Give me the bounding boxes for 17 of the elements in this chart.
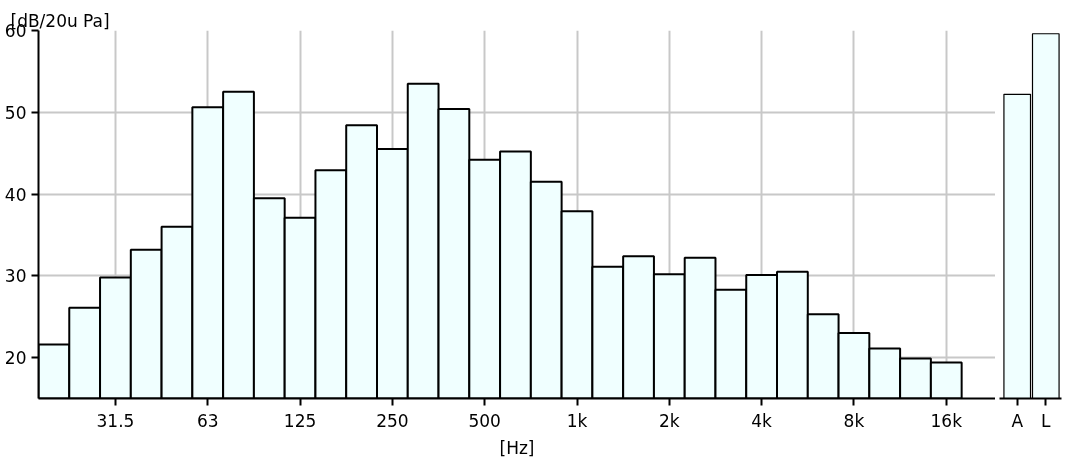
x-tick-label: 63 xyxy=(196,410,219,431)
x-tick-label: A xyxy=(1011,410,1024,431)
x-axis-title: [Hz] xyxy=(499,437,535,458)
x-tick-label: 125 xyxy=(283,410,317,431)
x-tick-label: 16k xyxy=(930,410,963,431)
x-tick-label: 31.5 xyxy=(96,410,135,431)
x-tick-label: 2k xyxy=(658,410,680,431)
x-tick-label: 500 xyxy=(468,410,501,431)
x-tick-label: 1k xyxy=(566,410,588,431)
x-tick-label: 8k xyxy=(843,410,865,431)
y-tick-label: 40 xyxy=(4,184,27,205)
x-tick-label: 4k xyxy=(751,410,773,431)
x-tick-label: L xyxy=(1041,410,1052,431)
y-tick-label: 30 xyxy=(4,266,27,287)
y-tick-label: 50 xyxy=(4,102,27,123)
x-tick-label: 250 xyxy=(376,410,409,431)
y-tick-label: 20 xyxy=(4,348,27,369)
